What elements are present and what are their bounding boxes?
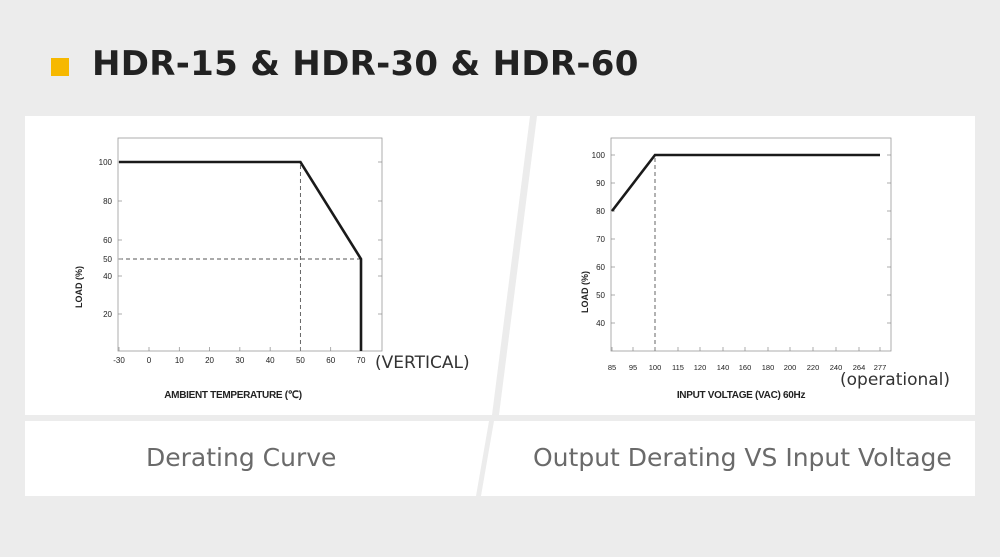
x-tick-label: 160: [739, 363, 752, 372]
page-title: HDR-15 & HDR-30 & HDR-60: [92, 44, 639, 84]
x-tick-label: 0: [147, 356, 152, 365]
y-tick-label: 40: [103, 272, 112, 281]
x-tick-label: 30: [235, 356, 244, 365]
x-tick-label: 220: [807, 363, 820, 372]
x-axis-label: INPUT VOLTAGE (VAC) 60Hz: [677, 390, 806, 401]
x-tick-label: 140: [717, 363, 730, 372]
y-tick-label: 90: [596, 179, 605, 188]
x-tick-label: 10: [175, 356, 184, 365]
x-tick-label: -30: [113, 356, 125, 365]
caption-output-derating: Output Derating VS Input Voltage: [533, 443, 952, 472]
y-axis-label: LOAD (%): [580, 271, 590, 313]
x-tick-label: 50: [296, 356, 305, 365]
y-tick-label: 60: [596, 263, 605, 272]
x-tick-label: 277: [874, 363, 887, 372]
derating-series-line: [119, 160, 363, 351]
x-tick-label: 20: [205, 356, 214, 365]
x-tick-label: 95: [629, 363, 637, 372]
y-tick-label: 100: [592, 151, 606, 160]
operational-note: (operational): [840, 370, 951, 390]
chart-frame: [117, 137, 383, 352]
x-axis-label: AMBIENT TEMPERATURE (℃): [164, 390, 301, 401]
input-voltage-series-line: [610, 153, 880, 212]
x-tick-label: 60: [326, 356, 335, 365]
y-tick-label: 40: [596, 319, 605, 328]
y-tick-label: 50: [103, 255, 112, 264]
y-tick-label: 60: [103, 236, 112, 245]
x-tick-label: 100: [649, 363, 662, 372]
x-tick-label: 264: [853, 363, 866, 372]
y-tick-label: 80: [103, 197, 112, 206]
y-tick-label: 100: [99, 158, 113, 167]
x-tick-label: 200: [784, 363, 797, 372]
y-tick-label: 50: [596, 291, 605, 300]
title-accent-square: [51, 58, 69, 76]
chart-frame: [610, 137, 892, 352]
x-tick-label: 40: [266, 356, 275, 365]
x-tick-label: 120: [694, 363, 707, 372]
y-tick-label: 80: [596, 207, 605, 216]
x-tick-label: 70: [357, 356, 366, 365]
x-tick-label: 115: [672, 363, 684, 372]
y-tick-label: 20: [103, 310, 112, 319]
x-tick-label: 240: [830, 363, 843, 372]
x-tick-label: 180: [762, 363, 775, 372]
x-tick-label: 85: [608, 363, 616, 372]
vertical-note: (VERTICAL): [375, 353, 470, 373]
y-tick-label: 70: [596, 235, 605, 244]
y-axis-label: LOAD (%): [74, 266, 84, 308]
caption-derating-curve: Derating Curve: [146, 443, 337, 472]
